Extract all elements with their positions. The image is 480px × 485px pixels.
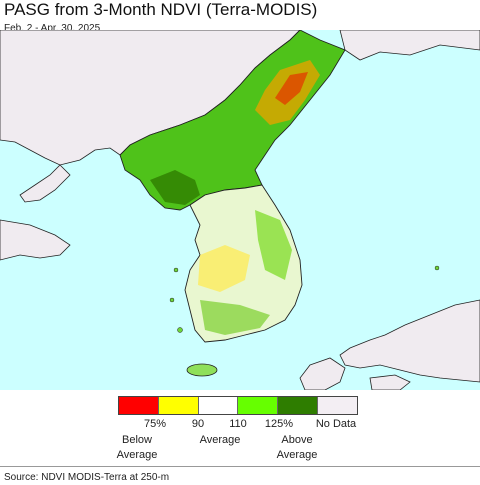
tick-110: 110 — [229, 418, 247, 430]
footer-divider — [0, 466, 480, 467]
island-2 — [169, 297, 175, 303]
island-1 — [173, 267, 179, 273]
white-swatch — [198, 397, 239, 414]
russia-northeast — [339, 30, 480, 61]
sk-green-east — [255, 210, 292, 280]
above-average-label: Above Average — [276, 434, 318, 461]
below-average-label: Below Average — [116, 434, 158, 461]
tick-125: 125% — [264, 418, 294, 430]
dark-green-swatch — [278, 397, 319, 414]
nk-dark-green-area — [150, 170, 200, 205]
jeju-island — [186, 363, 218, 377]
tick-no-data: No Data — [315, 418, 357, 430]
ndvi-map — [0, 30, 480, 390]
shandong-peninsula — [0, 219, 71, 261]
tick-75: 75% — [143, 418, 167, 430]
sk-green-south — [200, 300, 270, 335]
map-title: PASG from 3-Month NDVI (Terra-MODIS) — [4, 0, 318, 19]
legend-color-bar — [118, 396, 358, 415]
sk-yellow-area — [198, 245, 250, 292]
island-3 — [177, 327, 183, 333]
japan-shikoku — [369, 374, 411, 390]
light-green-swatch — [238, 397, 279, 414]
red-swatch — [119, 397, 159, 414]
liaodong-peninsula — [19, 164, 71, 203]
island-ulleung — [434, 265, 440, 271]
tick-90: 90 — [191, 418, 205, 430]
japan-honshu — [339, 299, 480, 383]
yellow-swatch — [158, 397, 199, 414]
average-label: Average — [199, 434, 241, 446]
no-data-swatch — [318, 397, 357, 414]
date-range: Feb. 2 - Apr. 30, 2025 — [4, 23, 101, 34]
japan-kyushu — [299, 357, 346, 390]
nk-red-area — [275, 72, 308, 105]
source-text: Source: NDVI MODIS-Terra at 250-m — [4, 472, 170, 483]
